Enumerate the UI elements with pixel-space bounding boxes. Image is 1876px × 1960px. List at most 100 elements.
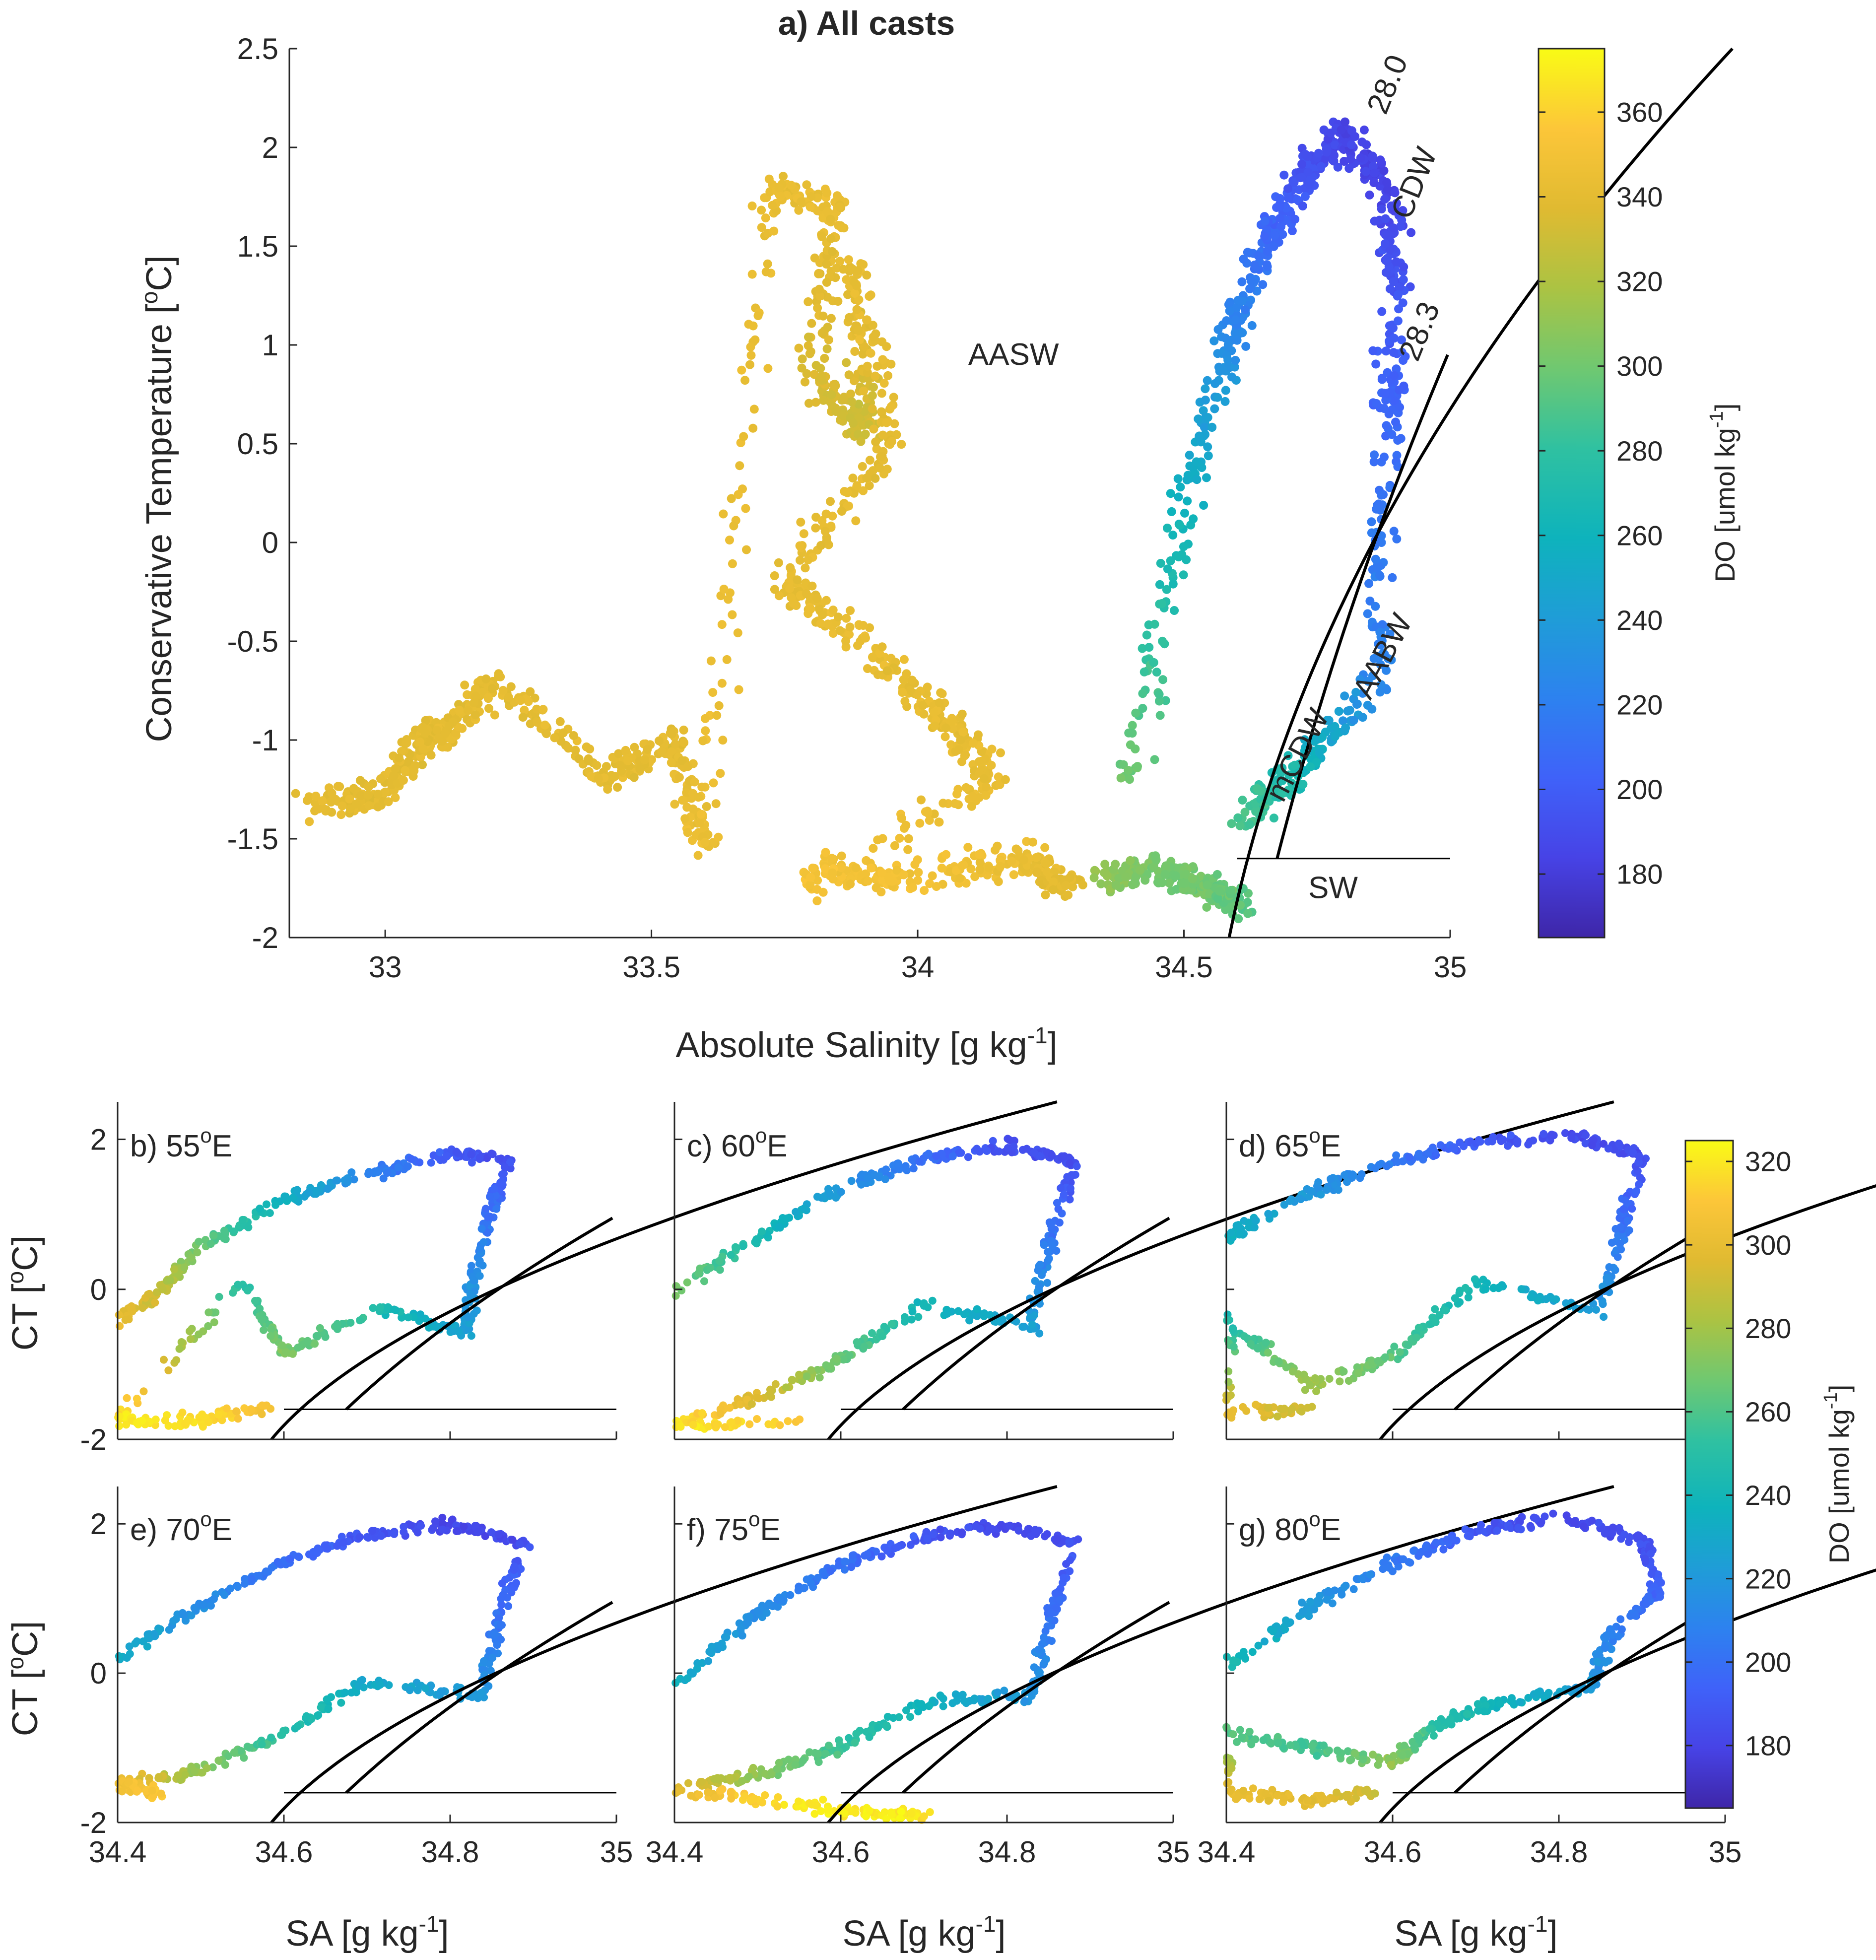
data-point [1619,1205,1628,1214]
data-point [262,1567,270,1576]
data-point [877,389,886,398]
data-point [991,845,1000,855]
data-point [917,795,926,805]
data-point [1048,1151,1056,1159]
colorbar-tick-label: 260 [1616,520,1663,551]
data-point [782,1383,790,1392]
data-point [1357,1170,1366,1178]
data-point [1371,359,1381,369]
data-point [973,1305,981,1313]
data-point [827,390,836,400]
data-point [623,756,632,765]
data-point [480,1657,488,1665]
data-point [474,1528,482,1537]
data-point [873,835,882,845]
data-point [1202,473,1211,482]
data-point [191,1767,199,1775]
data-point [858,462,867,471]
data-point [853,641,862,650]
data-point [1220,397,1230,406]
y-tick-label: -2 [80,1806,107,1839]
data-point [950,799,959,808]
data-point [1325,1375,1334,1383]
data-point [1388,573,1397,582]
panel-d-scatter [1222,1129,1650,1422]
data-point [937,864,946,873]
data-point [448,717,458,727]
data-point [737,365,746,375]
data-point [494,672,503,681]
data-point [1615,1140,1623,1148]
data-point [761,213,770,223]
data-point [909,1164,918,1173]
data-point [802,1206,810,1215]
data-point [1588,1141,1596,1149]
colorbar-tick-label: 200 [1616,774,1663,805]
data-point [1260,232,1270,241]
data-point [1247,276,1256,286]
data-point [1209,336,1219,345]
x-tick-label: 34.5 [1155,950,1213,984]
data-point [195,1330,203,1339]
data-point [364,782,373,792]
data-point [932,882,941,891]
data-point [1124,728,1134,738]
data-point [603,785,612,794]
data-point [1395,385,1404,395]
data-point [854,295,864,304]
data-point [868,321,877,330]
data-point [813,1193,821,1201]
y-tick-label: 1.5 [237,230,278,263]
data-point [733,628,742,638]
data-point [485,1647,493,1655]
data-point [797,363,806,373]
data-point [955,874,965,883]
panel-a-y-axis-label: Conservative Temperature [oC] [136,256,179,743]
data-point [823,323,832,332]
data-point [1028,837,1038,847]
data-point [826,234,836,243]
data-point [248,1575,256,1583]
data-point [1527,1293,1535,1301]
data-point [1030,1149,1038,1157]
data-point [1383,1162,1391,1170]
data-point [1600,1313,1608,1321]
data-point [403,1162,412,1170]
data-point [1348,1170,1356,1179]
data-point [245,1744,254,1752]
data-point [975,865,985,875]
data-point [1381,1353,1389,1361]
data-point [779,172,788,181]
data-point [363,791,373,800]
data-point [432,1322,441,1331]
data-point [817,516,827,525]
data-point [853,1338,861,1347]
water-mass-label: AABW [1346,608,1419,704]
data-point [1396,1348,1404,1356]
data-point [1337,125,1346,135]
data-point [234,1415,242,1423]
data-point [341,1689,349,1697]
data-point [1404,1341,1412,1350]
data-point [1540,1130,1548,1138]
data-point [1623,1217,1632,1225]
data-point [1264,1404,1273,1412]
data-point [979,774,989,783]
data-point [154,1774,163,1782]
data-point [883,1547,891,1555]
data-point [1399,1157,1407,1165]
data-point [988,1525,997,1533]
data-point [869,844,878,853]
data-point [1367,704,1377,714]
data-point [1166,556,1175,565]
data-point [1377,307,1387,316]
data-point [708,688,718,697]
data-point [904,834,913,843]
data-point [807,319,816,328]
data-point [799,529,808,539]
data-point [700,1277,708,1285]
data-point [1180,508,1189,518]
data-point [826,1567,835,1575]
data-point [679,725,688,735]
data-point [671,1679,680,1687]
